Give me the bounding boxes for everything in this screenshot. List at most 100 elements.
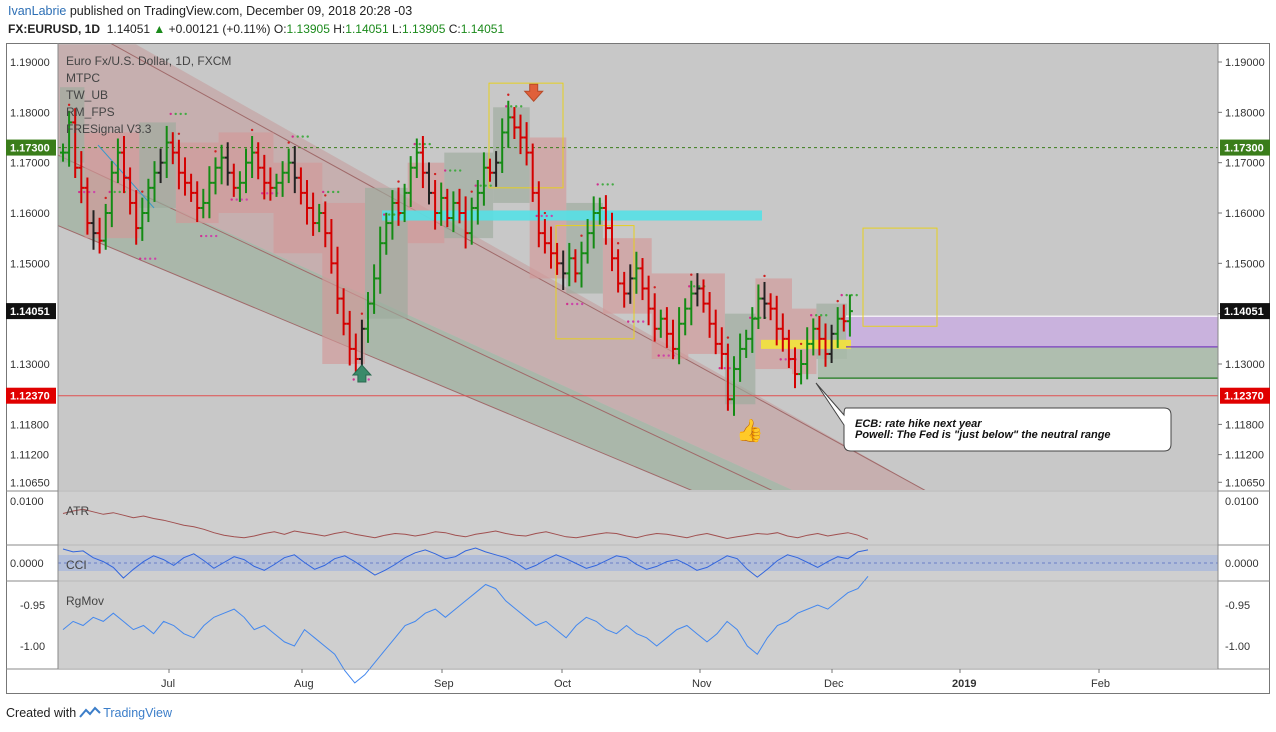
ohlc-bar[interactable] (517, 114, 524, 155)
ohlc-bar[interactable] (511, 107, 518, 140)
entry-zone[interactable] (761, 339, 851, 349)
range-box[interactable] (755, 278, 792, 370)
channel-line-top[interactable] (58, 43, 936, 496)
ohlc-bar[interactable] (670, 319, 676, 360)
ohlc-bar[interactable] (438, 182, 445, 226)
ohlc-bar[interactable] (432, 180, 439, 230)
legend-indicator[interactable]: TW_UB (66, 88, 108, 102)
ohlc-bar[interactable] (737, 333, 744, 382)
ohlc-bar[interactable] (718, 327, 725, 370)
rgmov-line[interactable] (62, 575, 869, 684)
ohlc-bar[interactable] (243, 148, 249, 194)
ohlc-bar[interactable] (255, 142, 262, 180)
ohlc-bar[interactable] (657, 309, 664, 338)
ohlc-bar[interactable] (133, 190, 140, 245)
ohlc-bar[interactable] (804, 327, 811, 380)
ohlc-bar[interactable] (407, 156, 414, 207)
ohlc-bar[interactable] (413, 138, 420, 179)
ohlc-bar[interactable] (700, 279, 707, 313)
ohlc-bar[interactable] (541, 219, 548, 254)
legend-title[interactable]: Euro Fx/U.S. Dollar, 1D, FXCM (66, 54, 231, 68)
chart-svg[interactable]: 1.19000 1.19000 1.18000 1.18000 1.17000 1.170… (6, 43, 1270, 694)
ohlc-bar[interactable] (316, 203, 323, 233)
ohlc-bar[interactable] (724, 343, 731, 411)
ohlc-bar[interactable] (566, 242, 573, 287)
ohlc-bar[interactable] (584, 219, 591, 264)
ohlc-bar[interactable] (834, 307, 841, 348)
ohlc-bar[interactable] (755, 284, 762, 330)
ohlc-bar[interactable] (816, 315, 823, 356)
ohlc-bar[interactable] (676, 307, 683, 365)
ohlc-bar[interactable] (682, 298, 689, 336)
ohlc-bar[interactable] (194, 181, 201, 223)
annotation-callout[interactable] (815, 382, 1172, 452)
ohlc-bar[interactable] (145, 178, 152, 223)
ohlc-bar[interactable] (731, 356, 737, 416)
ohlc-bar[interactable] (499, 118, 506, 173)
ohlc-bar[interactable] (548, 226, 554, 269)
ohlc-bar[interactable] (352, 333, 359, 372)
cci-line[interactable] (62, 547, 869, 579)
ohlc-bar[interactable] (169, 132, 176, 165)
ohlc-bar[interactable] (78, 151, 85, 204)
ohlc-bar[interactable] (291, 146, 298, 194)
ohlc-bar[interactable] (590, 196, 597, 249)
ohlc-bar[interactable] (90, 210, 97, 250)
ohlc-bar[interactable] (267, 167, 274, 201)
ohlc-bar[interactable] (487, 158, 493, 182)
ohlc-bar[interactable] (468, 197, 475, 245)
ohlc-bar[interactable] (310, 192, 317, 236)
ohlc-bar[interactable] (785, 329, 792, 369)
ohlc-bar[interactable] (304, 180, 310, 225)
ohlc-bar[interactable] (639, 258, 646, 301)
ohlc-bar[interactable] (285, 148, 292, 184)
ohlc-bar[interactable] (157, 148, 164, 184)
ohlc-bar[interactable] (578, 241, 585, 288)
legend-indicator[interactable]: RM_FPS (66, 105, 115, 119)
ohlc-bar[interactable] (383, 212, 390, 255)
downtrend-channel-lower[interactable] (58, 155, 806, 496)
ohlc-bar[interactable] (792, 347, 798, 389)
ohlc-bar[interactable] (84, 177, 91, 235)
ohlc-bar[interactable] (779, 313, 786, 352)
ohlc-bar[interactable] (828, 324, 835, 363)
ohlc-bar[interactable] (426, 162, 432, 205)
ohlc-bar[interactable] (444, 188, 451, 228)
ohlc-bar[interactable] (694, 273, 701, 307)
ohlc-bar[interactable] (96, 217, 103, 254)
ohlc-bar[interactable] (810, 318, 817, 356)
ohlc-bar[interactable] (651, 293, 658, 342)
ohlc-bar[interactable] (773, 295, 780, 346)
ohlc-bar[interactable] (322, 201, 329, 248)
ohlc-bar[interactable] (395, 187, 402, 226)
channel-line-bottom[interactable] (58, 225, 706, 497)
ohlc-bar[interactable] (743, 329, 750, 358)
ohlc-bar[interactable] (60, 143, 66, 162)
ohlc-bar[interactable] (200, 188, 207, 219)
ohlc-bar[interactable] (127, 167, 134, 215)
legend-indicator[interactable]: MTPC (66, 71, 100, 85)
ohlc-bar[interactable] (72, 108, 79, 179)
ohlc-bar[interactable] (609, 212, 615, 272)
footer-brand[interactable]: TradingView (103, 706, 172, 720)
ohlc-bar[interactable] (273, 173, 280, 197)
ohlc-bar[interactable] (621, 271, 628, 308)
author-name[interactable]: IvanLabrie (8, 4, 67, 18)
projection-box[interactable] (862, 227, 938, 327)
ohlc-bar[interactable] (627, 264, 634, 304)
ohlc-bar[interactable] (139, 197, 146, 241)
ohlc-bar[interactable] (151, 161, 158, 202)
ohlc-bar[interactable] (450, 191, 457, 233)
ohlc-bar[interactable] (230, 163, 237, 197)
ohlc-bar[interactable] (163, 125, 170, 179)
ohlc-bar[interactable] (114, 138, 121, 184)
range-box[interactable] (273, 162, 323, 254)
range-box[interactable] (322, 202, 365, 364)
ohlc-bar[interactable] (389, 190, 396, 240)
ohlc-bar[interactable] (236, 171, 243, 202)
sell-arrow-icon[interactable] (523, 83, 544, 103)
ohlc-bar[interactable] (663, 307, 670, 348)
ohlc-bar[interactable] (822, 323, 829, 367)
target-zone[interactable] (846, 316, 1218, 347)
ohlc-bar[interactable] (371, 264, 378, 314)
